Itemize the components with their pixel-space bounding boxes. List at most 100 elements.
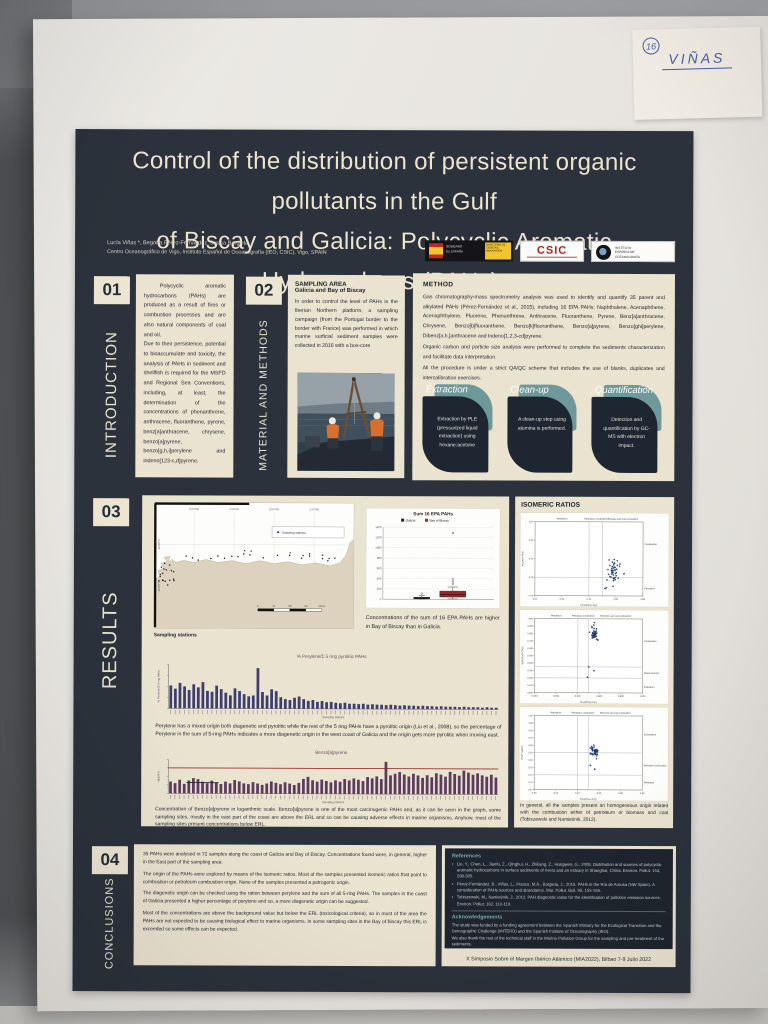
- svg-text:Biomass and coal combustion: Biomass and coal combustion: [601, 615, 632, 618]
- method-paragraph-2: Organic carbon and particle size analysi…: [422, 344, 665, 361]
- svg-text:0.600: 0.600: [596, 696, 602, 698]
- conclusions-paragraph-3: The diagenetic origin can be checked usi…: [142, 891, 427, 906]
- logos: GOBIERNO DE ESPAÑA MINISTERIO DE CIENCIA…: [425, 240, 676, 263]
- svg-text:100: 100: [288, 606, 292, 608]
- introduction-paragraph-1: Polycyclic aromatic hydrocarbons (PAHs) …: [143, 283, 226, 338]
- spain-flag-icon: [429, 243, 444, 259]
- svg-text:2°0'0"W: 2°0'0"W: [310, 507, 320, 511]
- svg-text:% Perylene/Σ 5 ring PAHs: % Perylene/Σ 5 ring PAHs: [156, 670, 160, 703]
- ieo-label-3: OCEANOGRAFÍA: [615, 254, 640, 259]
- svg-text:0.20: 0.20: [529, 558, 534, 560]
- svg-text:0.400: 0.400: [527, 663, 533, 665]
- section-introduction: 01 INTRODUCTION Polycyclic aromatic hydr…: [87, 268, 237, 484]
- method-steps: Extraction Extraction by PLE (pressurize…: [422, 384, 664, 474]
- svg-text:Sampling stations: Sampling stations: [322, 715, 345, 719]
- results-panel: 8°0'0"W 6°0'0"W 4°0'0"W 2°0'0"W 44°0'0"N 43°0…: [141, 495, 510, 828]
- svg-text:ng/g d.w.: ng/g d.w.: [156, 770, 160, 782]
- section-results: 03 RESULTS 8°0'0"W 6°0'0"W 4°0'0"W 2°0'0"W 4…: [86, 490, 677, 833]
- svg-text:0.600: 0.600: [527, 648, 533, 650]
- authors-block: Lucía Viñas *, Begoña Pérez-Fernández, J…: [107, 238, 327, 259]
- acknowledgements-paragraph-1: The study was funded by a funding agreem…: [451, 921, 662, 934]
- svg-text:Petroleum: Petroleum: [557, 518, 568, 521]
- svg-text:150: 150: [304, 606, 308, 608]
- section-conclusions: 04 CONCLUSIONS 35 PAHs were analysed in …: [86, 838, 676, 973]
- svg-text:6°0'0"W: 6°0'0"W: [230, 507, 240, 511]
- section-label-conclusions: CONCLUSIONS: [103, 877, 116, 970]
- svg-text:Galicia: Galicia: [406, 518, 416, 522]
- section-number-01: 01: [93, 276, 130, 305]
- svg-text:Sampling stations: Sampling stations: [282, 531, 306, 535]
- svg-text:0.500: 0.500: [527, 655, 533, 657]
- svg-text:0.100: 0.100: [527, 685, 533, 687]
- svg-text:4°0'0"W: 4°0'0"W: [270, 507, 280, 511]
- svg-text:BaA/(BaA+Chry): BaA/(BaA+Chry): [521, 647, 524, 665]
- svg-text:Combustion: Combustion: [644, 733, 657, 736]
- conclusions-paragraph-4: Most of the concentrations are above the…: [142, 911, 427, 933]
- perylene-text: Perylene has a mixed origin both diagene…: [155, 723, 502, 739]
- isomeric-scatter-1: Petroleum Petroleum combustion Biomass and…: [519, 512, 670, 608]
- byline: Lucía Viñas *, Begoña Pérez-Fernández, J…: [87, 233, 681, 269]
- section-label-results: RESULTS: [99, 591, 122, 690]
- gobierno-label-2: DE ESPAÑA: [446, 248, 464, 253]
- svg-text:50: 50: [273, 606, 276, 608]
- svg-text:0.80: 0.80: [618, 793, 623, 795]
- csic-label: CSIC: [536, 244, 568, 257]
- conclusions-paragraph-1: 35 PAHs were analysed in 72 samples alon…: [142, 852, 427, 866]
- sticky-note: 16 VIÑAS: [632, 26, 763, 120]
- perylene-bar-chart: % Perylene/Σ 5 ring PAHs Sampling station…: [155, 660, 501, 719]
- csic-underline: [527, 256, 578, 258]
- svg-text:0.10: 0.10: [529, 577, 534, 579]
- poster-title: Control of the distribution of persisten…: [85, 141, 683, 295]
- svg-text:400: 400: [377, 577, 382, 581]
- svg-text:0.00: 0.00: [528, 789, 533, 791]
- svg-text:0: 0: [380, 597, 382, 601]
- svg-text:0.40: 0.40: [575, 793, 580, 795]
- svg-text:1.00: 1.00: [640, 793, 645, 795]
- svg-text:0.80: 0.80: [528, 730, 533, 732]
- svg-text:Petroleum combustion: Petroleum combustion: [572, 615, 596, 618]
- svg-text:Petroleum combustion: Petroleum combustion: [572, 712, 596, 715]
- introduction-panel: Polycyclic aromatic hydrocarbons (PAHs) …: [135, 274, 234, 478]
- sampling-photo-image: [297, 372, 395, 472]
- svg-text:44°0'0"N: 44°0'0"N: [157, 539, 161, 549]
- svg-text:1400: 1400: [375, 525, 382, 529]
- ieo-emblem-icon: [596, 244, 612, 260]
- references-divider: [451, 909, 666, 912]
- svg-text:0.800: 0.800: [527, 633, 533, 635]
- svg-text:Combustion: Combustion: [644, 640, 657, 643]
- section-label-material-methods: MATERIAL AND METHODS: [257, 319, 270, 471]
- svg-text:0.000: 0.000: [527, 692, 533, 694]
- svg-text:200: 200: [377, 587, 382, 591]
- svg-text:200 km: 200 km: [318, 606, 325, 608]
- svg-text:Ant/(Ant+Phe): Ant/(Ant+Phe): [521, 551, 524, 566]
- step-extraction: Extraction Extraction by PLE (pressurize…: [422, 384, 495, 473]
- conclusions-panel: 35 PAHs were analysed in 72 samples alon…: [133, 844, 436, 967]
- svg-text:0.20: 0.20: [560, 599, 565, 601]
- section-number-04: 04: [91, 846, 128, 875]
- svg-text:Combustion: Combustion: [645, 543, 658, 546]
- svg-text:Petroleum: Petroleum: [644, 686, 655, 689]
- boxplot-caption: Concentrations of the sum of 16 EPA PAHs…: [365, 615, 500, 630]
- perylene-chart-title: % Perylene/Σ 5 ring pyrolitic PAHs: [296, 653, 367, 660]
- csic-logo: CSIC: [520, 240, 585, 262]
- section-method: METHOD Gas chromatography-mass spectrome…: [409, 269, 678, 485]
- isomeric-ratios-panel: ISOMERIC RATIOS Petroleum Petroleum combu…: [514, 496, 675, 829]
- svg-text:1.000: 1.000: [640, 696, 646, 698]
- svg-text:Flua/(Flua+Pyr): Flua/(Flua+Pyr): [580, 798, 597, 801]
- method-panel: METHOD Gas chromatography-mass spectrome…: [412, 273, 675, 482]
- svg-text:43°0'0"N: 43°0'0"N: [157, 581, 161, 591]
- svg-text:Sampling stations: Sampling stations: [322, 800, 345, 804]
- sampling-area-text: In order to control the level of PAHs in…: [294, 298, 398, 350]
- poster-board: 16 VIÑAS Control of the distribution of …: [33, 16, 768, 1012]
- svg-text:1.000: 1.000: [527, 618, 533, 620]
- svg-text:0.20: 0.20: [554, 793, 559, 795]
- svg-text:0.70: 0.70: [528, 738, 533, 740]
- svg-text:0.00: 0.00: [533, 599, 538, 601]
- svg-text:0.20: 0.20: [528, 775, 533, 777]
- svg-text:0.000: 0.000: [532, 696, 538, 698]
- section-number-02: 02: [245, 276, 282, 305]
- sampling-photo: [297, 372, 395, 472]
- svg-text:0.700: 0.700: [527, 641, 533, 643]
- method-paragraph-1: Gas chromatography-mass spectrometry ana…: [422, 294, 665, 340]
- svg-text:0.40: 0.40: [528, 760, 533, 762]
